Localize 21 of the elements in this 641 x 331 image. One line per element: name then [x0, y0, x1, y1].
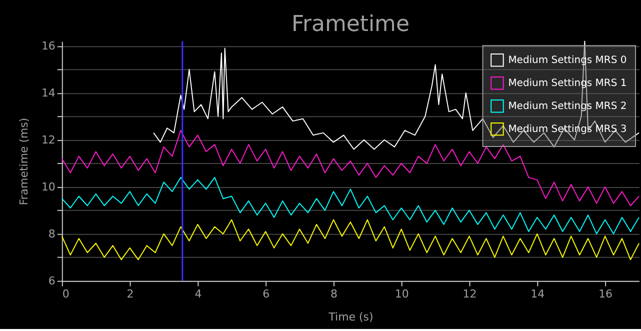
x-tick-label: 14: [530, 287, 545, 300]
x-tick-label: 2: [126, 287, 134, 300]
x-tick-label: 16: [598, 287, 613, 300]
line-series: [153, 40, 640, 150]
x-tick-label: 10: [394, 287, 409, 300]
y-axis-title: Frametime (ms): [17, 118, 30, 206]
x-tick-label: 12: [462, 287, 477, 300]
line-series: [61, 176, 640, 234]
y-tick-label: 8: [48, 227, 56, 240]
x-axis-title: Time (s): [328, 310, 374, 324]
x-tick-label: 8: [330, 287, 338, 300]
line-series: [61, 219, 640, 260]
x-tick-label: 0: [62, 287, 70, 300]
x-tick-label: 4: [194, 287, 202, 300]
chart-title: Frametime: [291, 12, 410, 37]
y-tick-label: 16: [41, 39, 56, 52]
y-tick-label: 10: [41, 180, 56, 194]
x-tick-label: 6: [262, 287, 270, 300]
y-tick-label: 14: [41, 86, 56, 100]
y-tick-label: 12: [41, 133, 56, 146]
y-tick-label: 6: [48, 274, 56, 288]
